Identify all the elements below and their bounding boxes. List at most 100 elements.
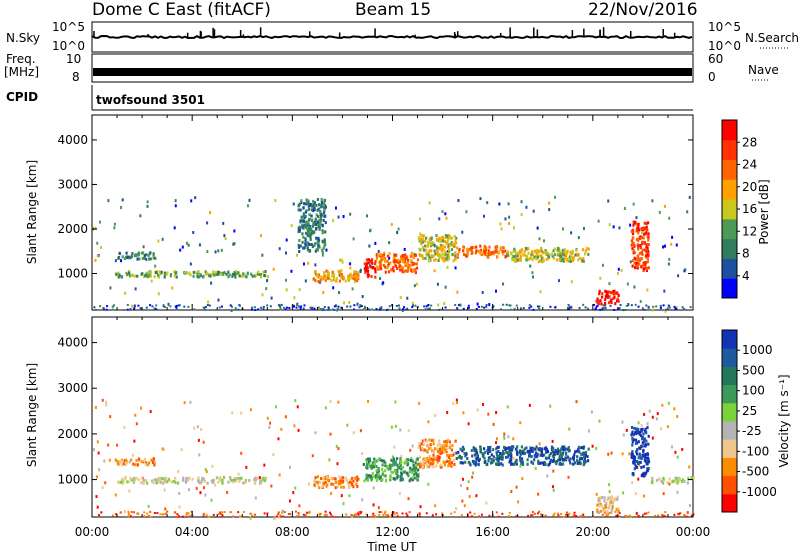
power-clutter-cell — [397, 304, 400, 307]
power-echo-cell — [310, 203, 313, 207]
power-echo-cell — [527, 257, 530, 261]
power-colorbar-color-block — [722, 199, 737, 220]
velocity-scatter-cell — [538, 442, 541, 446]
power-echo-cell — [377, 254, 380, 258]
power-echo-cell — [350, 276, 354, 280]
velocity-echo-cell — [644, 473, 647, 477]
velocity-echo-cell — [616, 495, 619, 499]
velocity-scatter-cell — [610, 451, 613, 455]
power-echo-cell — [520, 248, 523, 252]
power-echo-cell — [317, 241, 320, 245]
velocity-echo-cell — [497, 450, 500, 453]
velocity-echo-cell — [453, 459, 456, 462]
velocity-scatter-cell — [96, 440, 99, 444]
velocity-colorbar-color-block — [722, 439, 737, 458]
velocity-echo-cell — [608, 505, 611, 509]
power-echo-cell — [325, 269, 328, 273]
power-scatter-cell — [233, 229, 236, 233]
power-clutter-cell — [509, 304, 512, 307]
power-echo-cell — [416, 266, 419, 270]
power-echo-cell — [462, 249, 465, 253]
power-echo-cell — [466, 250, 469, 254]
velocity-echo-cell — [520, 461, 523, 465]
velocity-scatter-cell — [487, 412, 490, 416]
velocity-colorbar-color-block — [722, 330, 737, 349]
power-echo-cell — [608, 290, 611, 294]
power-echo-cell — [192, 274, 195, 278]
velocity-echo-cell — [529, 449, 532, 453]
power-echo-cell — [299, 244, 302, 248]
velocity-scatter-cell — [621, 452, 624, 456]
velocity-echo-cell — [433, 447, 437, 451]
power-clutter-cell — [340, 306, 343, 309]
power-clutter-cell — [578, 306, 581, 309]
velocity-colorbar-color-block — [722, 475, 737, 495]
power-scatter-cell — [321, 253, 324, 257]
power-scatter-cell — [548, 201, 551, 205]
velocity-echo-cell — [240, 476, 243, 480]
power-scatter-cell — [428, 201, 431, 205]
power-echo-cell — [597, 302, 600, 306]
velocity-echo-cell — [412, 468, 415, 472]
velocity-echo-cell — [476, 453, 479, 457]
power-echo-cell — [631, 232, 635, 236]
power-echo-cell — [637, 264, 640, 268]
power-echo-cell — [308, 217, 311, 221]
power-echo-cell — [430, 236, 433, 240]
power-echo-cell — [646, 260, 649, 264]
power-echo-cell — [441, 256, 444, 260]
velocity-echo-cell — [692, 476, 695, 480]
velocity-echo-cell — [119, 481, 122, 484]
power-scatter-cell — [167, 302, 170, 306]
power-echo-cell — [553, 247, 556, 251]
power-echo-cell — [443, 253, 446, 257]
power-echo-cell — [455, 241, 458, 245]
velocity-clutter-cell — [530, 514, 533, 517]
power-scatter-cell — [632, 202, 635, 206]
velocity-scatter-cell — [199, 491, 202, 495]
velocity-echo-cell — [475, 462, 478, 466]
power-scatter-cell — [338, 291, 341, 295]
velocity-echo-cell — [666, 481, 669, 485]
power-echo-cell — [445, 257, 448, 260]
power-echo-cell — [316, 274, 319, 278]
velocity-scatter-cell — [278, 473, 281, 477]
power-scatter-cell — [502, 282, 505, 286]
velocity-scatter-cell — [625, 428, 628, 432]
velocity-echo-cell — [637, 462, 640, 465]
velocity-echo-cell — [502, 452, 505, 456]
velocity-echo-cell — [184, 479, 187, 483]
velocity-echo-cell — [427, 465, 430, 469]
power-clutter-cell — [151, 305, 154, 308]
power-echo-cell — [497, 251, 500, 255]
power-echo-cell — [383, 251, 386, 255]
power-clutter-cell — [298, 305, 301, 308]
power-scatter-cell — [663, 289, 666, 293]
power-scatter-cell — [224, 237, 227, 241]
power-echo-cell — [197, 270, 200, 273]
velocity-echo-cell — [521, 457, 524, 461]
power-echo-cell — [313, 270, 316, 274]
power-echo-cell — [138, 257, 141, 261]
power-echo-cell — [401, 254, 404, 257]
power-clutter-cell — [174, 305, 177, 308]
power-echo-cell — [319, 211, 322, 214]
power-echo-cell — [630, 239, 633, 243]
velocity-clutter-cell — [663, 515, 666, 518]
velocity-scatter-cell — [631, 481, 634, 485]
power-scatter-cell — [322, 218, 325, 222]
power-echo-cell — [636, 243, 639, 247]
velocity-echo-cell — [144, 463, 147, 467]
velocity-echo-cell — [545, 446, 548, 450]
power-echo-cell — [637, 225, 640, 229]
velocity-clutter-cell — [618, 511, 621, 514]
power-echo-cell — [330, 278, 333, 282]
power-echo-cell — [637, 238, 640, 242]
velocity-echo-cell — [472, 446, 475, 450]
velocity-echo-cell — [461, 449, 464, 453]
power-scatter-cell — [259, 234, 262, 238]
velocity-scatter-cell — [495, 411, 498, 415]
velocity-echo-cell — [447, 455, 450, 459]
power-clutter-cell — [230, 305, 233, 308]
power-echo-cell — [561, 257, 565, 261]
